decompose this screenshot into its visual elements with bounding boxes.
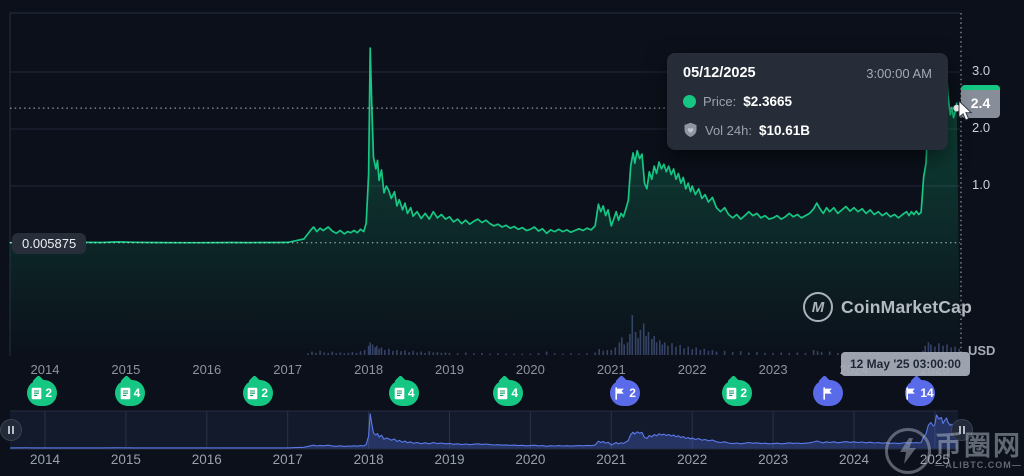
- tooltip-volume-label: Vol 24h:: [705, 122, 752, 138]
- y-axis-label: 2.0: [972, 120, 991, 135]
- tooltip-volume-value: $10.61B: [759, 122, 811, 138]
- y-axis-label: 3.0: [972, 63, 991, 78]
- site-watermark-logo-icon: [885, 428, 931, 474]
- year-label-2018: 2018: [353, 452, 384, 467]
- event-marker-news[interactable]: 4: [114, 380, 145, 406]
- coinmarketcap-logo-icon: M: [803, 292, 833, 322]
- site-watermark-domain: —ALIBTC.COM—: [935, 460, 1022, 470]
- navigator-date-tooltip: 12 May '25 03:00:00: [841, 352, 970, 376]
- year-label-2023: 2023: [758, 362, 788, 377]
- year-label-2020: 2020: [515, 362, 545, 377]
- event-marker-news[interactable]: 2: [721, 380, 752, 406]
- site-watermark: 币圈网 —ALIBTC.COM—: [885, 428, 1022, 474]
- coinmarketcap-wordmark: CoinMarketCap: [841, 296, 972, 317]
- tooltip-date: 05/12/2025: [683, 65, 756, 81]
- year-label-2019: 2019: [434, 452, 465, 467]
- y-axis-label: 1.0: [972, 177, 991, 192]
- year-label-2014: 2014: [29, 452, 61, 467]
- event-marker-news[interactable]: 4: [492, 380, 523, 406]
- navigator-left-handle[interactable]: [0, 419, 22, 441]
- event-marker-flag[interactable]: 14: [904, 380, 935, 406]
- current-price-value: 2.4: [970, 95, 991, 111]
- site-watermark-text: 币圈网: [935, 431, 1022, 461]
- year-label-2019: 2019: [435, 362, 464, 377]
- mouse-cursor-icon: [958, 99, 976, 128]
- navigator-right-handle[interactable]: [951, 419, 973, 441]
- coinmarketcap-watermark: M CoinMarketCap: [803, 292, 972, 322]
- chart-tooltip: 05/12/2025 3:00:00 AM Price: $2.3665 Vol…: [667, 53, 948, 150]
- tooltip-price-label: Price:: [703, 94, 737, 109]
- year-label-2022: 2022: [677, 452, 708, 467]
- year-label-2018: 2018: [354, 362, 384, 377]
- baseline-price-label: 0.005875: [12, 233, 87, 254]
- year-label-2017: 2017: [272, 452, 303, 467]
- tooltip-price-value: $2.3665: [743, 94, 793, 109]
- year-label-2021: 2021: [596, 362, 626, 377]
- tooltip-time: 3:00:00 AM: [866, 65, 932, 81]
- year-label-2020: 2020: [515, 452, 546, 467]
- price-badge-accent: [961, 85, 1000, 90]
- year-label-2014: 2014: [30, 362, 60, 377]
- price-series-dot-icon: [683, 95, 696, 108]
- year-label-2022: 2022: [677, 362, 707, 377]
- year-label-2016: 2016: [191, 452, 222, 467]
- event-marker-news[interactable]: 2: [26, 380, 57, 406]
- year-label-2017: 2017: [273, 362, 303, 377]
- year-label-2015: 2015: [111, 362, 141, 377]
- event-marker-flag[interactable]: [813, 380, 844, 406]
- year-label-2021: 2021: [596, 452, 627, 467]
- event-marker-news[interactable]: 4: [389, 380, 420, 406]
- year-label-2016: 2016: [192, 362, 222, 377]
- event-marker-flag[interactable]: 2: [610, 380, 641, 406]
- shield-icon: [683, 122, 698, 138]
- year-label-2024: 2024: [838, 452, 870, 467]
- currency-label: USD: [968, 343, 996, 358]
- event-marker-news[interactable]: 2: [242, 380, 273, 406]
- year-label-2015: 2015: [110, 452, 141, 467]
- year-label-2023: 2023: [758, 452, 789, 467]
